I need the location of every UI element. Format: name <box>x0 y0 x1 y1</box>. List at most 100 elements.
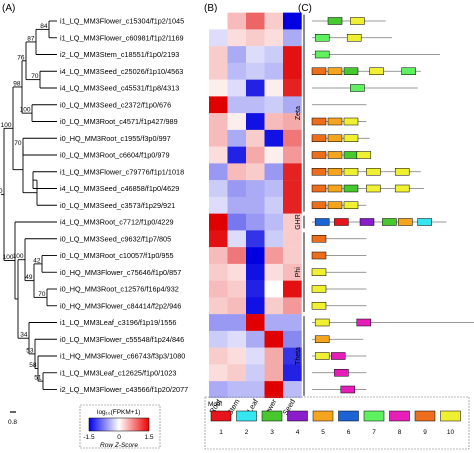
motif-box <box>311 151 327 159</box>
motif-box <box>330 352 346 360</box>
heatmap-cell <box>283 146 302 164</box>
heatmap-cell <box>209 330 228 348</box>
color-key-zero: 0 <box>117 434 121 441</box>
heatmap-cell <box>227 347 247 365</box>
motif-legend-number: 2 <box>245 429 249 436</box>
gene-label: i0_LQ_MM3Root_c10057/f1p0/955 <box>60 251 174 260</box>
heatmap-cell <box>264 364 284 382</box>
heatmap-cell <box>264 297 284 315</box>
heatmap-cell <box>283 280 302 298</box>
expression-heatmap: Root Stem Leaf Flower Seed <box>207 12 302 421</box>
heatmap-cell <box>283 247 302 265</box>
motif-box <box>311 302 327 310</box>
heatmap-cell <box>264 129 284 147</box>
bootstrap-value: 98 <box>13 80 21 87</box>
heatmap-cell <box>227 129 247 147</box>
heatmap-cell <box>264 96 284 114</box>
heatmap-cell <box>209 230 228 248</box>
heatmap-cell <box>209 213 228 231</box>
heatmap-cell <box>283 79 302 97</box>
bootstrap-value: 100 <box>0 188 3 195</box>
motif-box <box>311 268 327 276</box>
heatmap-cell <box>246 46 265 64</box>
gene-label: i1_LQ_MM3Flower_c79776/f1p1/1018 <box>60 167 184 176</box>
bootstrap-value: 100 <box>20 107 31 114</box>
motif-box <box>343 134 359 142</box>
heatmap-cell <box>264 146 284 164</box>
heatmap-cell <box>283 314 302 332</box>
motif-box <box>327 17 343 25</box>
heatmap-cell <box>246 12 265 30</box>
heatmap-cell <box>227 163 247 181</box>
bootstrap-value: 84 <box>40 23 48 30</box>
heatmap-cell <box>227 12 247 30</box>
gene-label: i0_HQ_MM3Root_c1955/f3p0/997 <box>60 134 171 143</box>
motif-legend-number: 3 <box>270 429 274 436</box>
heatmap-cell <box>283 297 302 315</box>
heatmap-cell <box>209 129 228 147</box>
motif-box <box>340 385 356 394</box>
motif-box <box>394 184 410 193</box>
bootstrap-value: 70 <box>14 140 22 147</box>
heatmap-cell <box>209 163 228 181</box>
heatmap-cell <box>246 129 265 147</box>
heatmap-cell <box>264 247 284 265</box>
heatmap-cell <box>246 280 265 298</box>
motif-box <box>343 184 359 193</box>
heatmap-cell <box>283 364 302 382</box>
heatmap-cell <box>227 297 247 315</box>
gene-label: i0_LQ_MM3Seed_c9632/f1p7/805 <box>60 234 171 243</box>
tree-scale-label: 0.8 <box>8 419 17 426</box>
motif-box <box>314 352 330 360</box>
motif-box <box>311 285 327 293</box>
gene-label: i0_LQ_MM3Flower_c55548/f1p24/846 <box>60 335 184 344</box>
heatmap-cell <box>264 280 284 298</box>
motif-box <box>314 318 330 327</box>
heatmap-cell <box>209 29 228 47</box>
heatmap-cell <box>209 247 228 265</box>
heatmap-cell <box>227 79 247 97</box>
motif-box <box>327 117 343 126</box>
motif-box <box>314 34 330 42</box>
heatmap-cell <box>283 381 302 399</box>
gene-label: i1_LQ_MM3Flower_c15304/f1p2/1045 <box>60 17 184 26</box>
color-key-gradient <box>88 417 150 432</box>
motif-legend-number: 9 <box>423 429 427 436</box>
heatmap-cell <box>283 263 302 281</box>
motif-box <box>417 218 432 226</box>
motif-box <box>394 168 410 176</box>
motif-box <box>311 251 327 260</box>
motif-legend-number: 5 <box>321 429 325 436</box>
motif-legend-number: 6 <box>347 429 351 436</box>
bootstrap-value: 100 <box>3 254 14 261</box>
heatmap-cell <box>246 347 265 365</box>
bootstrap-value: 42 <box>33 257 41 264</box>
gene-label: i4_LQ_MM3Seed_c46858/f1p0/4629 <box>60 184 179 193</box>
heatmap-cell <box>209 364 228 382</box>
heatmap-cell <box>246 314 265 332</box>
gene-label: i0_LQ_MM3Seed_c3573/f1p29/921 <box>60 201 175 210</box>
heatmap-cell <box>246 263 265 281</box>
motif-box <box>356 151 372 159</box>
subfamily-label: Zeta <box>295 106 302 120</box>
motif-box <box>346 34 362 42</box>
motif-box <box>343 168 359 176</box>
panel-a-label: (A) <box>2 3 15 14</box>
heatmap-cell <box>246 113 265 131</box>
heatmap-cell <box>227 314 247 332</box>
heatmap-cell <box>283 163 302 181</box>
gene-label: i2_LQ_MM3Flower_c43566/f1p20/2077 <box>60 385 188 394</box>
heatmap-cell <box>283 96 302 114</box>
heatmap-cell <box>283 347 302 365</box>
heatmap-cell <box>227 330 247 348</box>
motif-legend-swatch <box>261 410 283 422</box>
subfamily-label: Phi <box>295 267 302 278</box>
motif-box <box>398 218 413 226</box>
color-key-min: -1.5 <box>83 434 95 441</box>
motif-legend-swatch <box>287 410 308 422</box>
heatmap-cell <box>209 146 228 164</box>
heatmap-cell <box>246 96 265 114</box>
gene-label: i2_LQ_MM3Stem_c18551/f1p0/2193 <box>60 50 179 59</box>
motif-box <box>327 151 343 159</box>
heatmap-cell <box>227 196 247 214</box>
